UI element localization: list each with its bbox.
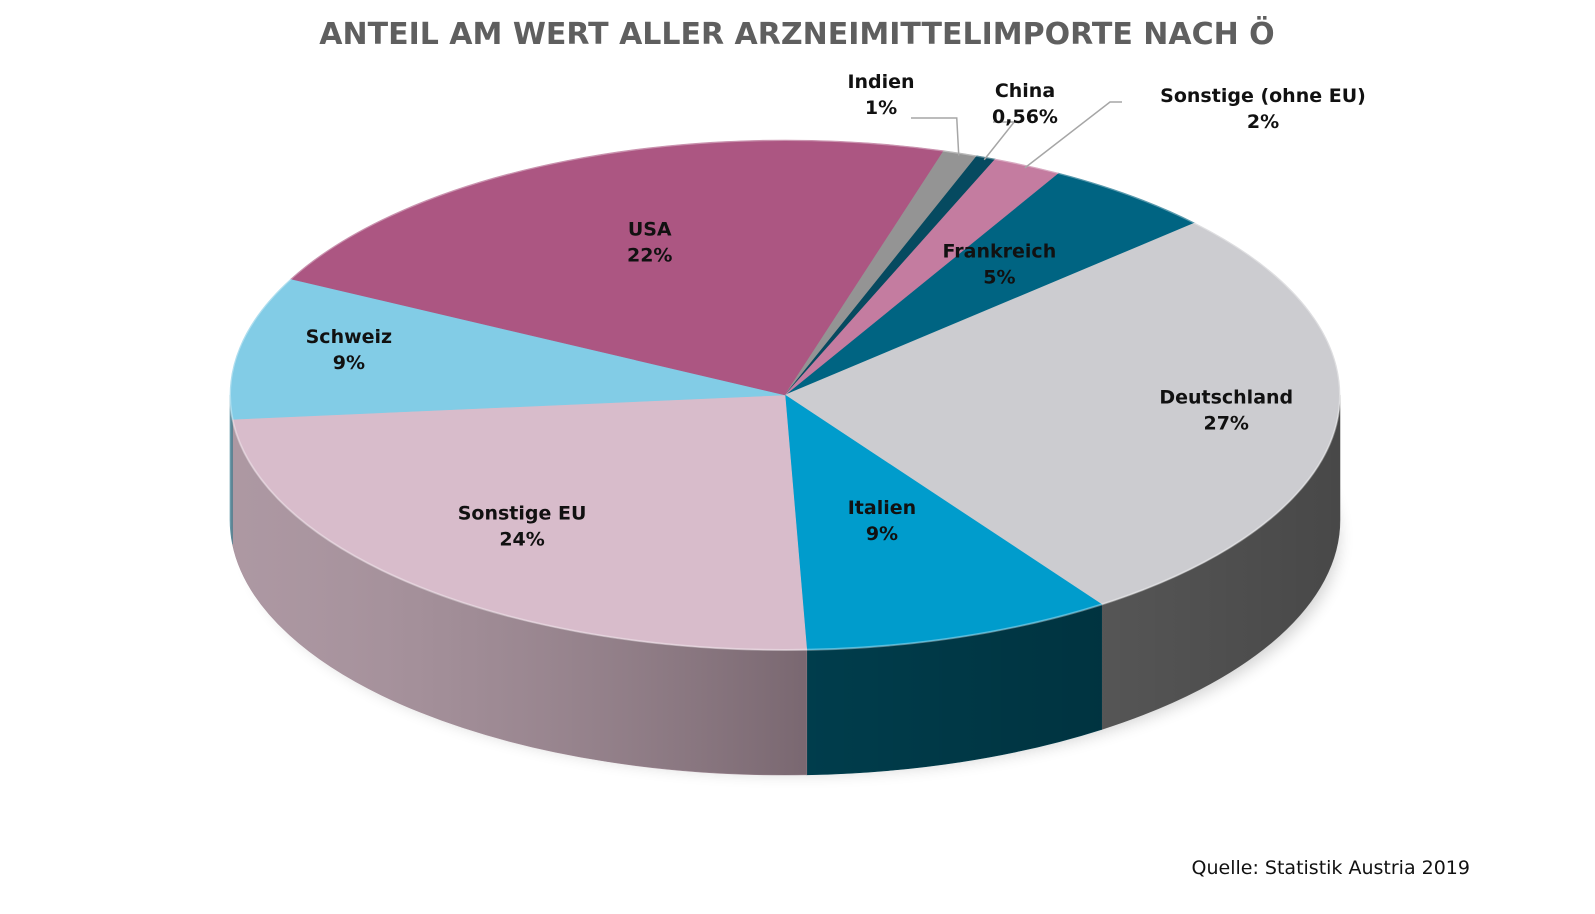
leader-line-sonstige-ohne-eu [1024,101,1122,169]
pie-slice-italien [784,394,1103,651]
chart-title: ANTEIL AM WERT ALLER ARZNEIMITTELIMPORTE… [319,15,1274,52]
pie-side-shade-schweiz [230,395,233,545]
source-note: Quelle: Statistik Austria 2019 [1192,857,1470,879]
slice-label-indien: Indien [847,71,914,93]
pie-side-shade-sonstige-eu [232,419,807,776]
slice-value-china: 0,56% [992,106,1058,128]
pie-side-shade-deutschland [1101,395,1340,730]
slice-value-sonstige-ohne-eu: 2% [1247,111,1279,133]
pie-slice-usa [290,139,945,396]
leader-line-china [983,121,1016,161]
slice-label-china: China [995,80,1055,102]
slice-value-frankreich: 5% [983,266,1015,288]
slice-label-frankreich: Frankreich [943,240,1057,262]
pie-slice-schweiz [229,278,786,420]
slice-label-schweiz: Schweiz [306,326,392,348]
slice-label-usa: USA [628,219,672,241]
slice-value-deutschland: 27% [1203,413,1248,435]
slice-label-deutschland: Deutschland [1159,387,1293,409]
slice-label-italien: Italien [848,497,916,519]
pie-layer [229,139,1341,776]
pie-slice-frankreich [784,172,1196,396]
pie-rim [229,139,1341,651]
slice-value-sonstige-eu: 24% [499,528,544,550]
label-layer: Frankreich 5% Deutschland 27% Italien 9% Sonst… [306,71,1366,550]
slice-value-italien: 9% [866,523,898,545]
slice-label-sonstige-ohne-eu: Sonstige (ohne EU) [1160,85,1366,107]
pie-slice-sonstige-eu [232,394,808,651]
pie-side-shade-italien [806,604,1102,775]
slice-value-schweiz: 9% [333,352,365,374]
leader-line-indien [911,117,960,156]
slice-value-indien: 1% [865,97,897,119]
slice-label-sonstige-eu: Sonstige EU [458,502,587,524]
slice-value-usa: 22% [627,245,672,267]
pie-slice-deutschland [784,222,1341,605]
